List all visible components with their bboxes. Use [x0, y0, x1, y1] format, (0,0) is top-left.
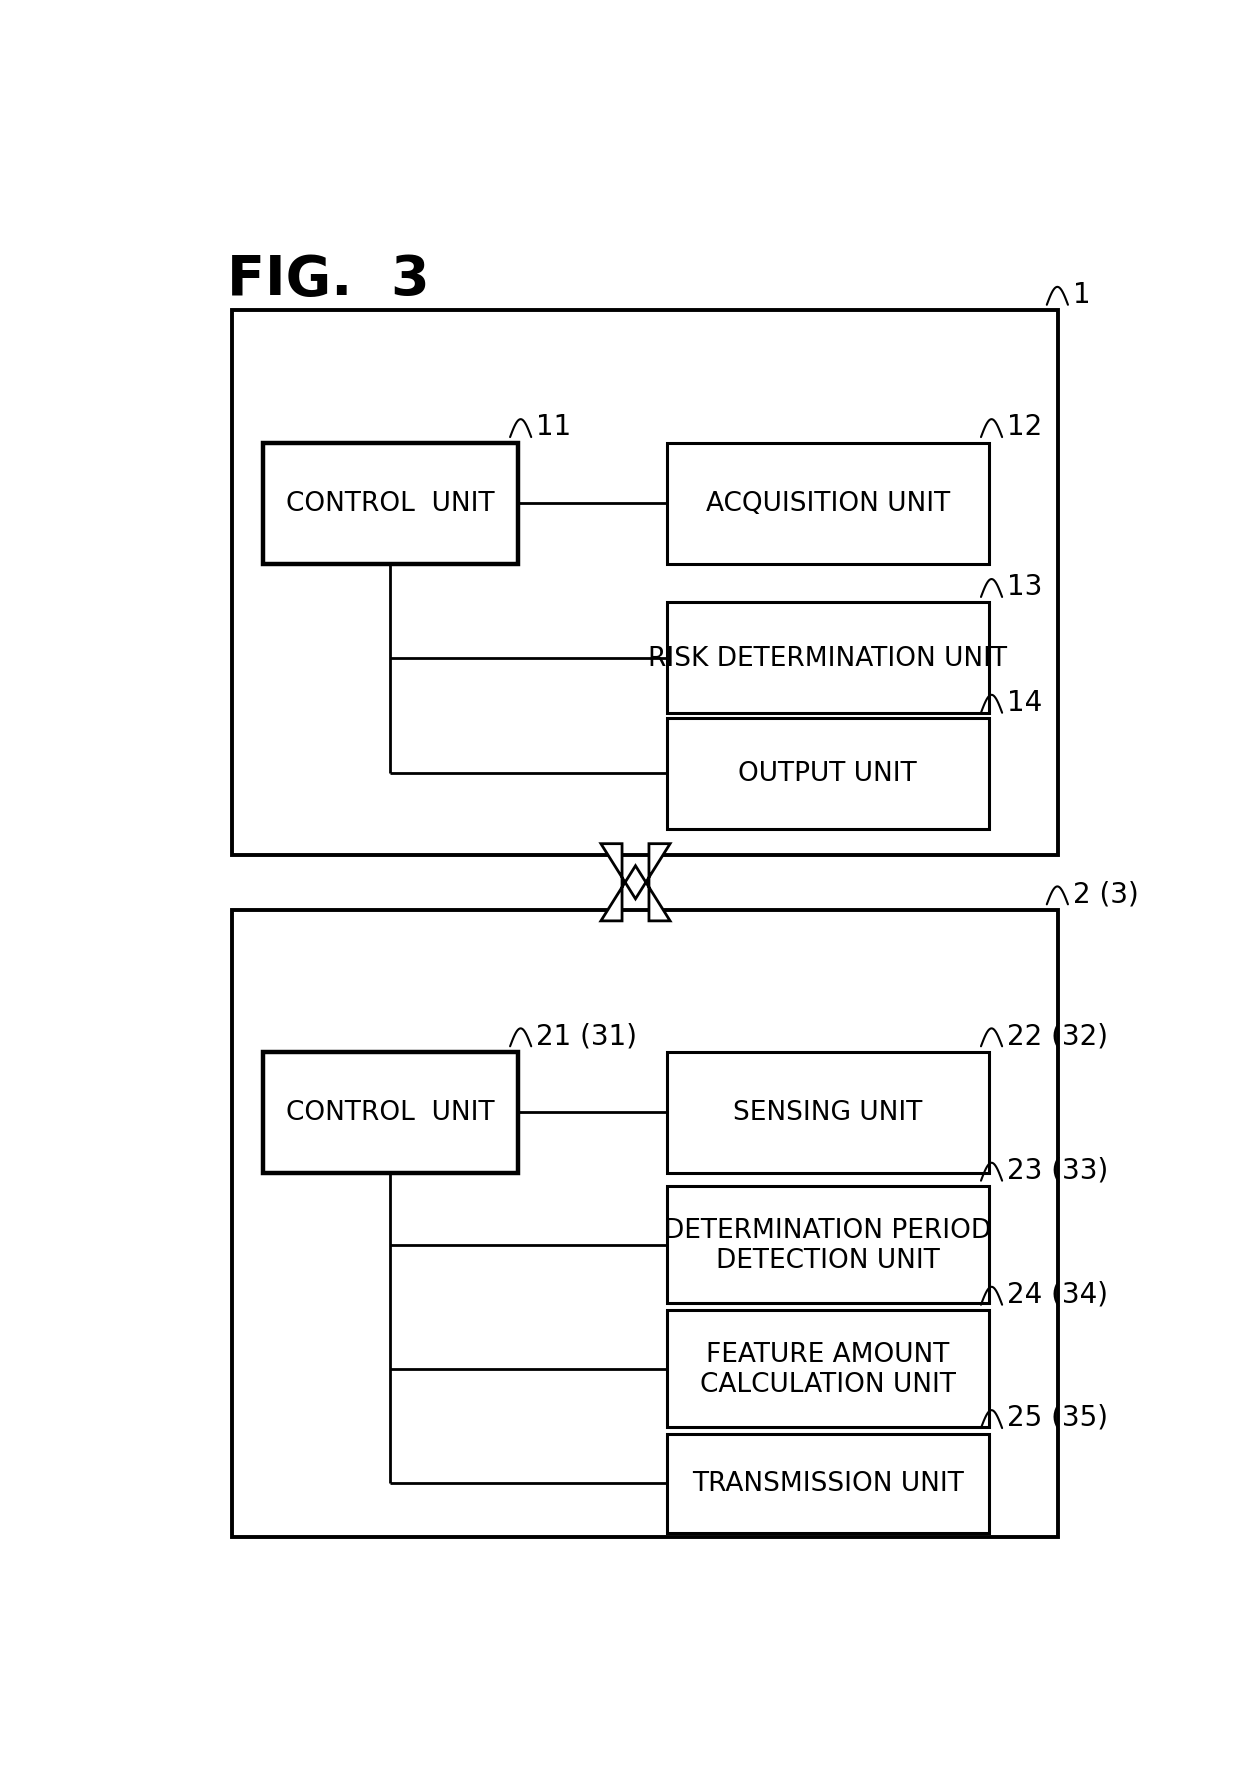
Text: SENSING UNIT: SENSING UNIT — [733, 1100, 923, 1125]
Text: 12: 12 — [1007, 413, 1042, 440]
Bar — [667, 1433, 988, 1533]
Text: 13: 13 — [1007, 572, 1043, 601]
Text: FIG.  3: FIG. 3 — [227, 254, 430, 308]
Text: 11: 11 — [536, 413, 572, 440]
Bar — [667, 719, 988, 828]
Text: 22 (32): 22 (32) — [1007, 1022, 1107, 1050]
Bar — [263, 1052, 518, 1174]
Text: DETERMINATION PERIOD
DETECTION UNIT: DETERMINATION PERIOD DETECTION UNIT — [665, 1217, 991, 1274]
Text: CONTROL  UNIT: CONTROL UNIT — [286, 490, 495, 517]
Text: 14: 14 — [1007, 689, 1042, 716]
Bar — [232, 911, 1059, 1537]
Bar — [667, 444, 988, 565]
Polygon shape — [601, 844, 670, 921]
Bar — [667, 1052, 988, 1174]
Text: OUTPUT UNIT: OUTPUT UNIT — [738, 760, 918, 787]
Text: CONTROL  UNIT: CONTROL UNIT — [286, 1100, 495, 1125]
Text: 24 (34): 24 (34) — [1007, 1279, 1107, 1308]
Bar — [667, 1311, 988, 1428]
Bar — [263, 444, 518, 565]
Text: 25 (35): 25 (35) — [1007, 1403, 1107, 1431]
Text: TRANSMISSION UNIT: TRANSMISSION UNIT — [692, 1471, 963, 1496]
Text: 2 (3): 2 (3) — [1073, 880, 1138, 907]
Text: 1: 1 — [1073, 281, 1090, 308]
Bar — [667, 603, 988, 714]
Text: 23 (33): 23 (33) — [1007, 1156, 1109, 1184]
Bar — [232, 311, 1059, 855]
Bar — [667, 1186, 988, 1304]
Text: 21 (31): 21 (31) — [536, 1022, 637, 1050]
Text: RISK DETERMINATION UNIT: RISK DETERMINATION UNIT — [649, 646, 1007, 671]
Text: ACQUISITION UNIT: ACQUISITION UNIT — [706, 490, 950, 517]
Text: FEATURE AMOUNT
CALCULATION UNIT: FEATURE AMOUNT CALCULATION UNIT — [699, 1342, 956, 1397]
